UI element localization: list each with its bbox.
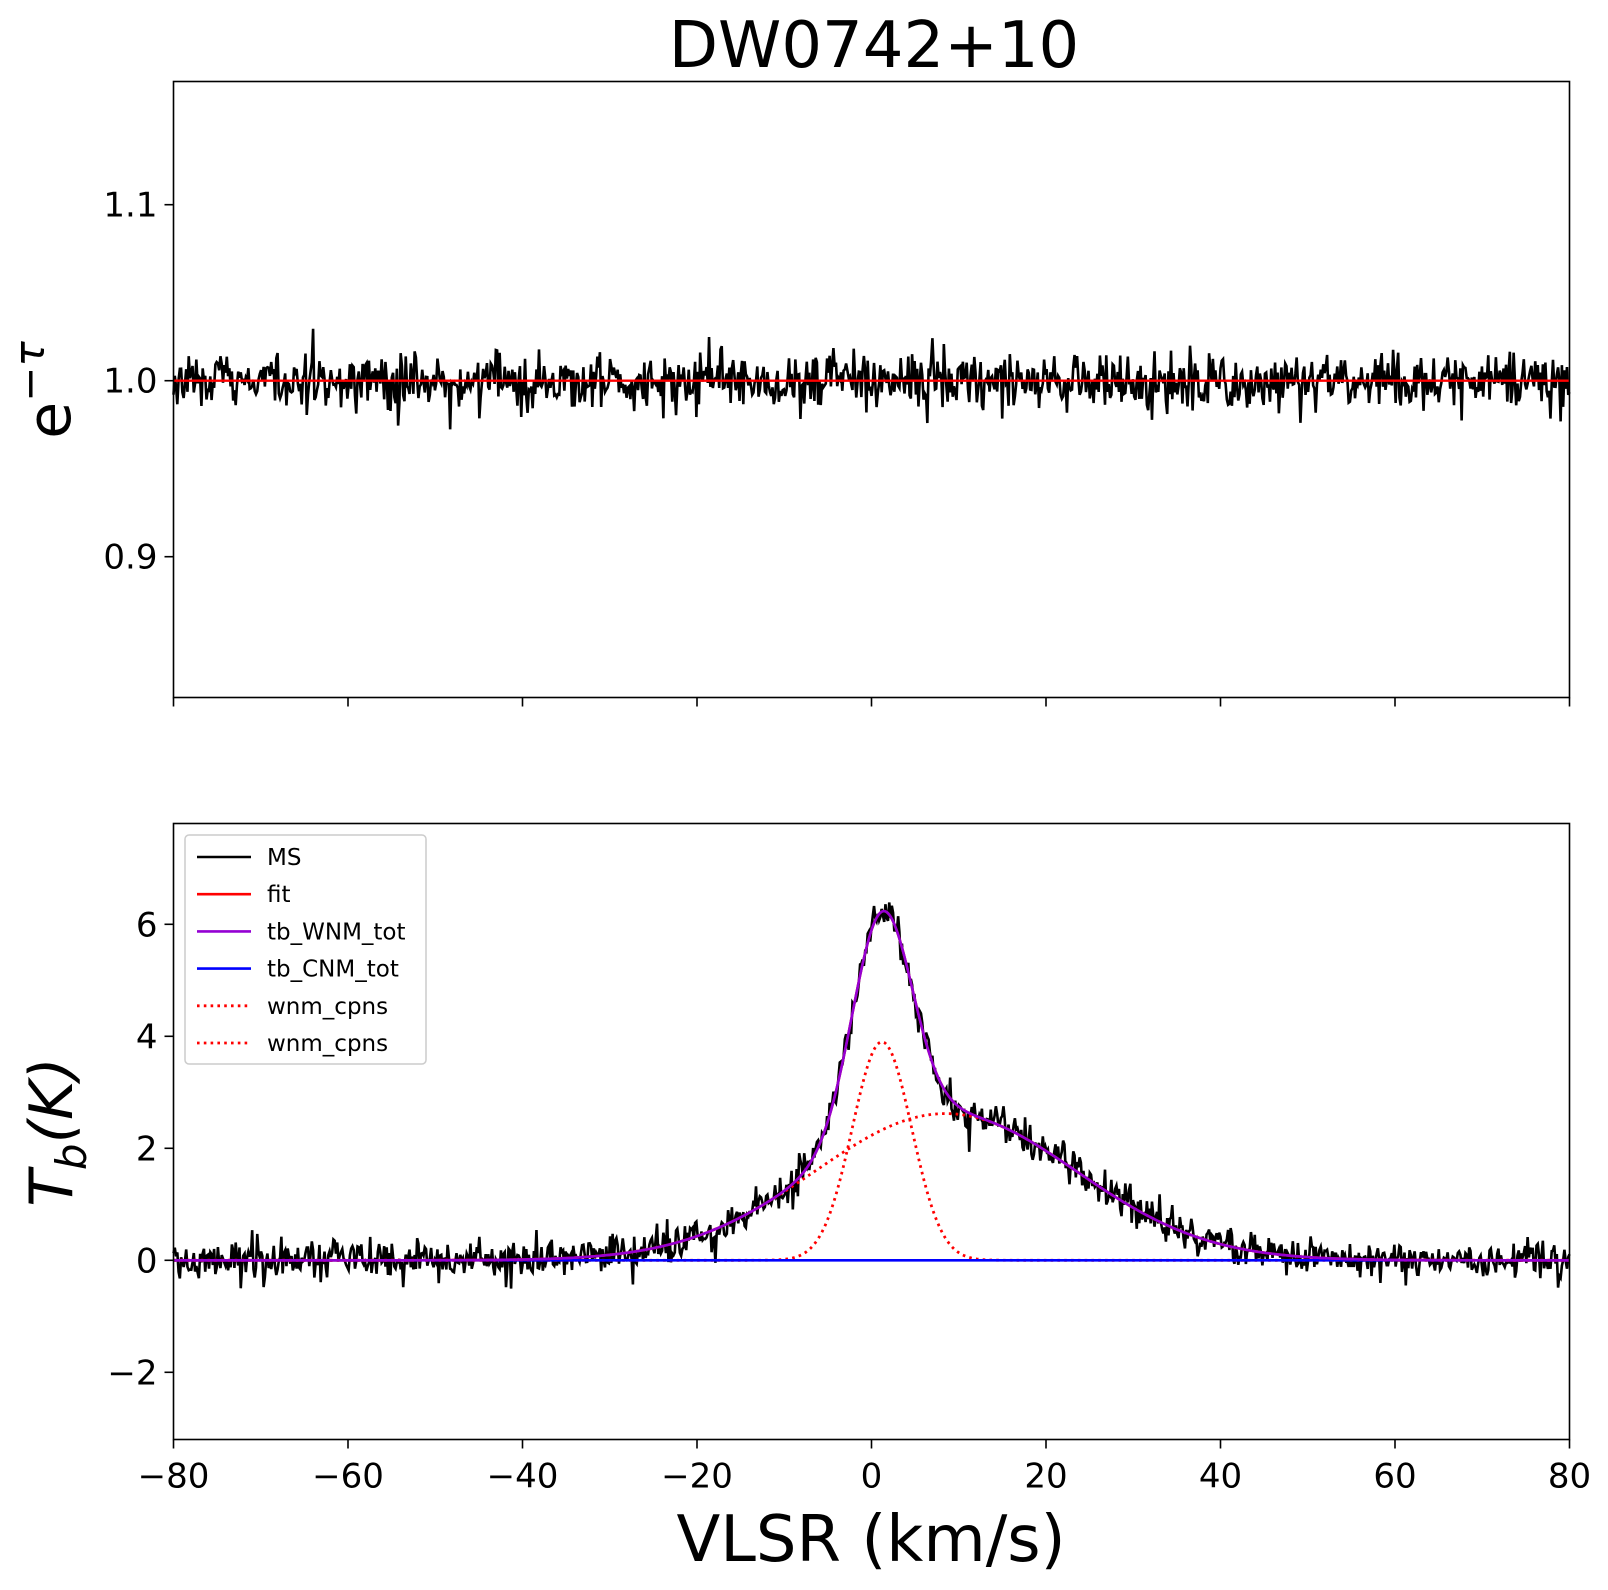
top-panel: 0.9 1.0 1.1 e−τ [5, 80, 1571, 707]
legend: MS fit tb_WNM_tot tb_CNM_tot wnm_cpns wnm_cpn… [184, 834, 427, 1065]
bottom-series-wnm-cpns-line-5 [173, 1112, 1570, 1262]
top-y-ticks: 0.9 1.0 1.1 [103, 186, 174, 578]
legend-frame [184, 834, 427, 1065]
legend-label: tb_WNM_tot [267, 919, 406, 945]
top-y-axis-label: e−τ [5, 341, 85, 439]
top-x-ticks [172, 697, 1571, 707]
bottom-y-axis-label-subscript: b [47, 1143, 96, 1170]
bottom-series-wnm-cpns-line-4 [173, 1040, 1570, 1262]
top-y-axis-label-base: e [15, 402, 85, 439]
bottom-y-tick-label: 6 [136, 905, 158, 945]
legend-label: tb_CNM_tot [267, 957, 399, 983]
bottom-x-tick-label: −60 [312, 1457, 384, 1497]
legend-label: MS [267, 845, 301, 871]
x-axis-label: VLSR (km/s) [676, 1503, 1065, 1577]
bottom-x-tick-label: 40 [1199, 1457, 1242, 1497]
bottom-x-tick-label: 80 [1548, 1457, 1591, 1497]
top-y-tick-label: 0.9 [103, 538, 157, 578]
bottom-x-tick-label: 0 [861, 1457, 883, 1497]
bottom-series-tb-wnm-tot-line-2 [173, 909, 1570, 1262]
top-series-absorption-line [172, 328, 1571, 430]
bottom-y-axis-label-unit: (K) [17, 1057, 87, 1143]
top-y-tick-label: 1.0 [103, 362, 157, 402]
bottom-y-tick-label: 4 [136, 1017, 158, 1057]
legend-label: fit [267, 882, 291, 908]
bottom-y-tick-label: 2 [136, 1129, 158, 1169]
top-y-axis-label-exponent: −τ [5, 341, 54, 402]
bottom-x-tick-label: 60 [1373, 1457, 1416, 1497]
bottom-x-ticks: −80 −60 −40 −20 0 20 40 60 80 [138, 1439, 1591, 1497]
chart-title: DW0742+10 [669, 9, 1080, 83]
bottom-y-tick-label: −2 [107, 1353, 157, 1393]
bottom-y-ticks: −2 0 2 4 6 [107, 905, 174, 1393]
bottom-x-tick-label: −80 [138, 1457, 210, 1497]
top-data-layer [172, 328, 1571, 430]
bottom-y-tick-label: 0 [136, 1241, 158, 1281]
legend-label: wnm_cpns [267, 994, 388, 1020]
bottom-y-axis-label: Tb(K) [17, 1057, 96, 1207]
bottom-x-tick-label: −40 [487, 1457, 559, 1497]
bottom-x-tick-label: −20 [661, 1457, 733, 1497]
legend-label: wnm_cpns [267, 1031, 388, 1057]
bottom-y-axis-label-base: T [17, 1166, 87, 1207]
top-y-tick-label: 1.1 [103, 186, 157, 226]
bottom-x-tick-label: 20 [1024, 1457, 1067, 1497]
bottom-data-layer [172, 902, 1571, 1289]
